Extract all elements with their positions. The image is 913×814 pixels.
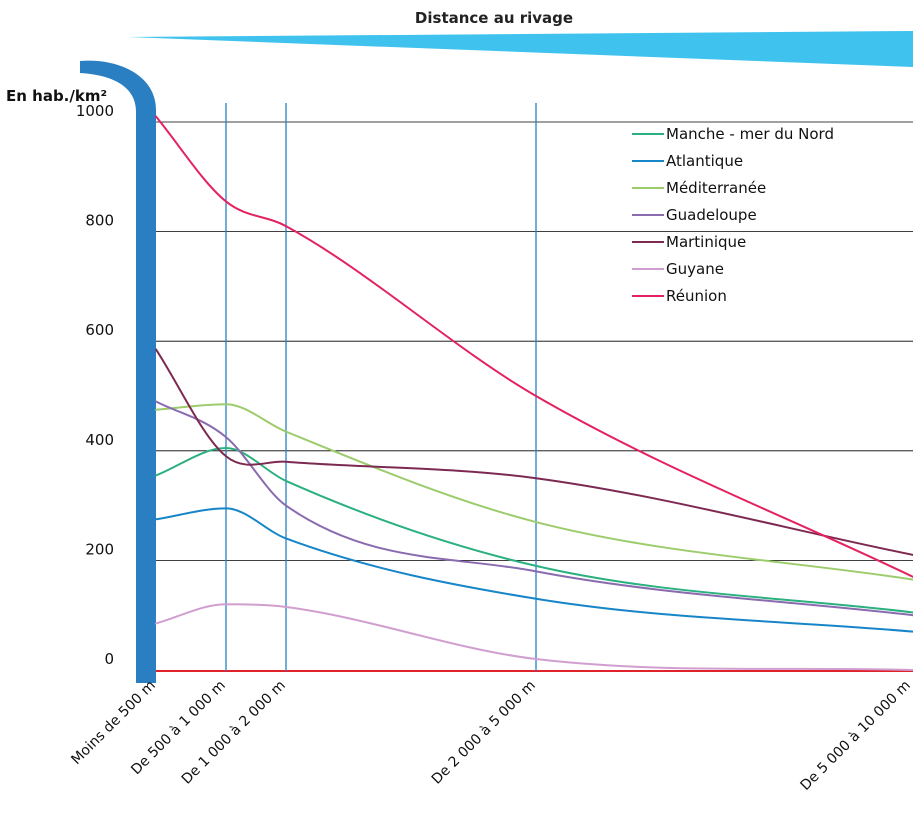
title-wedge — [128, 31, 913, 67]
x-tick-4: De 5 000 à 10 000 m — [798, 678, 913, 794]
legend-label-0: Manche - mer du Nord — [666, 125, 834, 143]
x-tick-labels: Moins de 500 mDe 500 à 1 000 mDe 1 000 à… — [68, 678, 913, 794]
y-tick-200: 200 — [85, 540, 114, 558]
axis-bracket — [80, 60, 156, 684]
y-tick-0: 0 — [104, 650, 114, 668]
grid-layer — [156, 121, 913, 672]
legend-label-4: Martinique — [666, 233, 746, 251]
series-line-0 — [155, 447, 913, 614]
category-lines — [225, 103, 537, 671]
chart-title: Distance au rivage — [415, 9, 573, 27]
legend-label-3: Guadeloupe — [666, 206, 757, 224]
series-line-3 — [155, 400, 913, 617]
series-line-6 — [155, 115, 913, 578]
y-tick-1000: 1000 — [76, 102, 114, 120]
series-line-5 — [155, 603, 913, 671]
y-axis-label: En hab./km² — [6, 87, 107, 105]
legend-label-5: Guyane — [666, 260, 724, 278]
legend-label-2: Méditerranée — [666, 179, 766, 197]
y-tick-800: 800 — [85, 212, 114, 230]
legend-label-6: Réunion — [666, 287, 727, 305]
series-layer — [155, 115, 913, 671]
series-line-1 — [155, 507, 913, 633]
legend: Manche - mer du Nord Atlantique Méditerran… — [632, 125, 834, 305]
x-tick-2: De 1 000 à 2 000 m — [179, 678, 289, 788]
series-line-4 — [155, 348, 913, 556]
series-line-2 — [155, 403, 913, 581]
legend-label-1: Atlantique — [666, 152, 743, 170]
y-tick-labels: 0 200 400 600 800 1000 — [76, 102, 114, 668]
x-tick-3: De 2 000 à 5 000 m — [429, 678, 539, 788]
y-tick-400: 400 — [85, 431, 114, 449]
y-tick-600: 600 — [85, 321, 114, 339]
